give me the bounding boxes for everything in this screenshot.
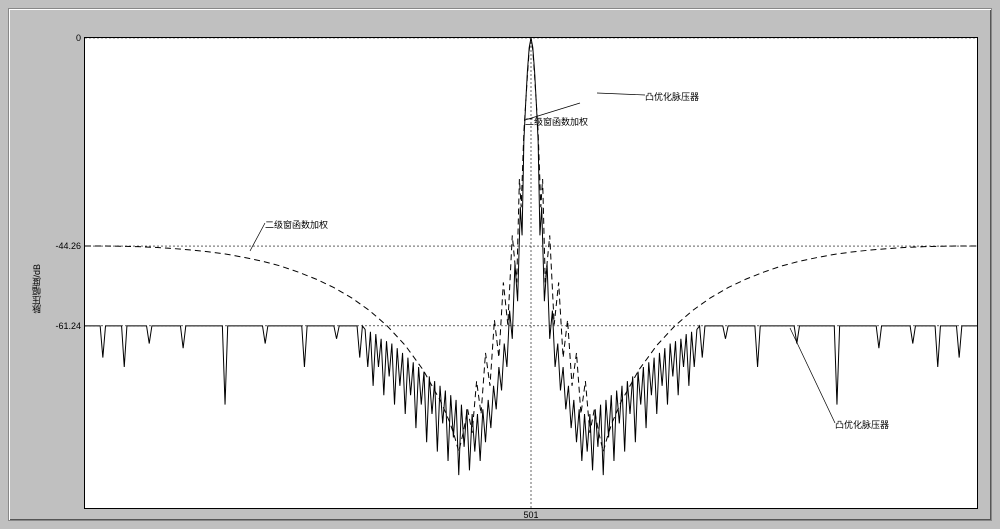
plot-area [85, 38, 977, 508]
annotation: 凸优化脉压器 [645, 90, 699, 103]
figure-panel: 脉压幅度/dB 0-44.26-61.24501凸优化脉压器二级窗函数加权二级窗… [8, 8, 992, 521]
annotation: 二级窗函数加权 [525, 115, 588, 128]
series-window [85, 38, 977, 452]
y-tick-label: -44.26 [55, 241, 81, 251]
annotation: 二级窗函数加权 [265, 218, 328, 231]
x-tick-label: 501 [523, 510, 538, 520]
y-axis-label: 脉压幅度/dB [30, 264, 43, 314]
y-tick-label: 0 [76, 33, 81, 43]
annotation: 凸优化脉压器 [835, 418, 889, 431]
y-tick-label: -61.24 [55, 321, 81, 331]
axes: 脉压幅度/dB 0-44.26-61.24501凸优化脉压器二级窗函数加权二级窗… [84, 37, 978, 509]
